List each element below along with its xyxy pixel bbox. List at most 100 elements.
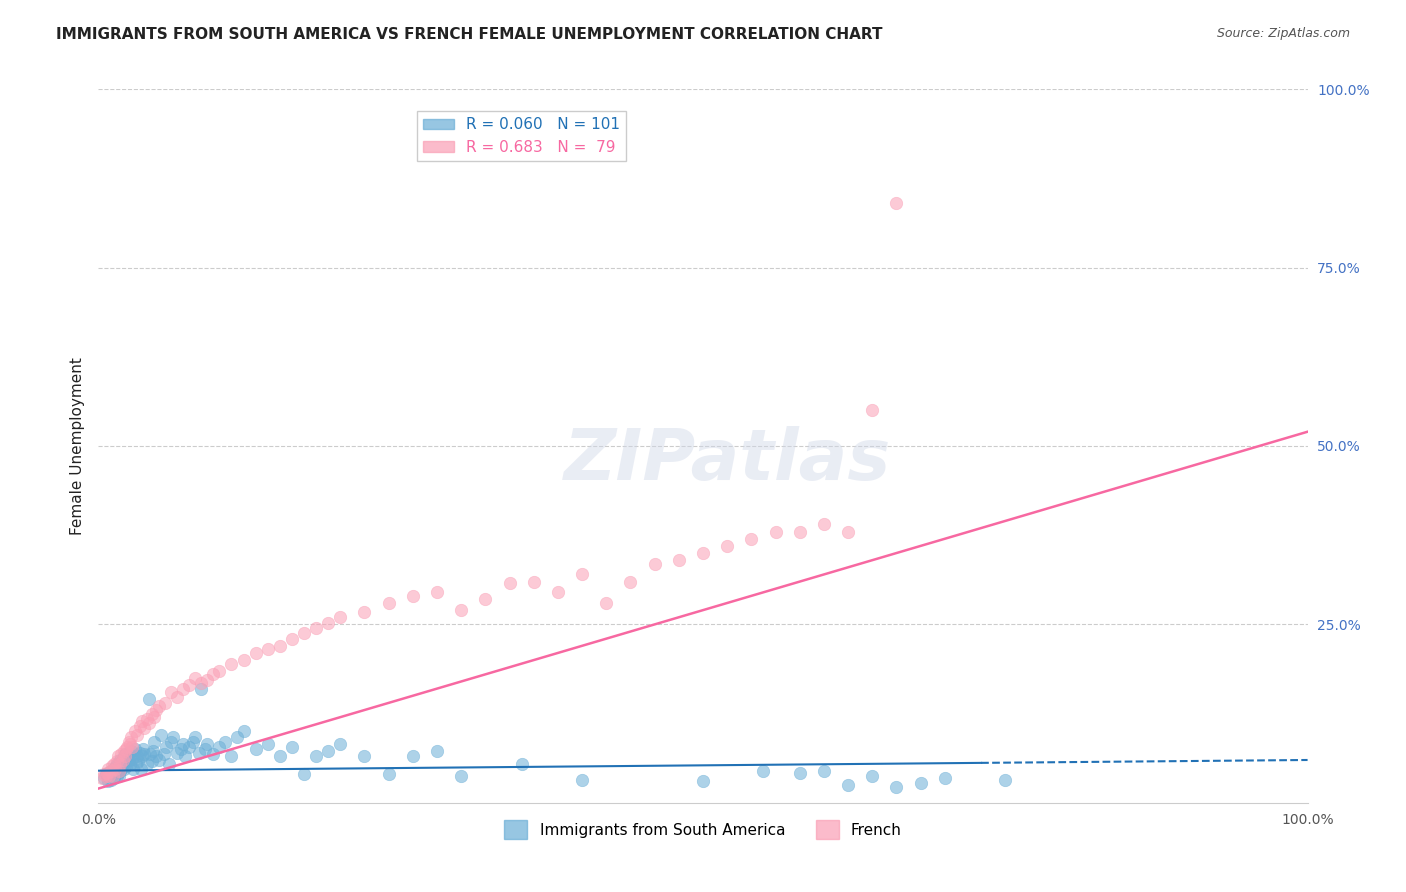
Immigrants from South America (129, 762, 152, 776)
French (108, 756, 131, 771)
Immigrants from South America (111, 751, 134, 765)
French (93, 767, 115, 781)
Immigrants from South America (112, 762, 135, 776)
Immigrants from South America (141, 755, 163, 769)
Immigrants from South America (184, 730, 207, 744)
French (523, 574, 546, 589)
Immigrants from South America (94, 767, 117, 781)
Immigrants from South America (886, 780, 908, 794)
Immigrants from South America (187, 746, 209, 760)
Immigrants from South America (138, 692, 160, 706)
Immigrants from South America (127, 749, 149, 764)
French (813, 517, 835, 532)
French (134, 721, 156, 735)
French (305, 621, 328, 635)
French (97, 762, 120, 776)
French (619, 574, 641, 589)
Immigrants from South America (118, 753, 141, 767)
Immigrants from South America (108, 758, 131, 772)
Immigrants from South America (692, 774, 714, 789)
Immigrants from South America (150, 728, 173, 742)
Immigrants from South America (195, 737, 218, 751)
Immigrants from South America (105, 756, 128, 771)
French (118, 735, 141, 749)
French (765, 524, 787, 539)
French (166, 690, 188, 705)
Immigrants from South America (103, 762, 125, 776)
Immigrants from South America (100, 764, 122, 778)
Immigrants from South America (157, 756, 180, 771)
Immigrants from South America (292, 767, 315, 781)
French (153, 696, 176, 710)
Immigrants from South America (402, 749, 425, 764)
French (143, 710, 166, 724)
Immigrants from South America (208, 740, 231, 755)
Immigrants from South America (131, 749, 153, 764)
Immigrants from South America (329, 737, 352, 751)
Immigrants from South America (122, 762, 145, 776)
French (96, 765, 118, 780)
Immigrants from South America (155, 740, 177, 755)
Immigrants from South America (103, 771, 125, 785)
French (860, 403, 883, 417)
French (292, 626, 315, 640)
Immigrants from South America (110, 762, 132, 776)
French (450, 603, 472, 617)
Immigrants from South America (860, 769, 883, 783)
Immigrants from South America (172, 737, 194, 751)
French (94, 769, 117, 783)
Immigrants from South America (202, 747, 225, 762)
French (114, 749, 136, 764)
Immigrants from South America (245, 742, 267, 756)
Immigrants from South America (169, 742, 191, 756)
Text: Source: ZipAtlas.com: Source: ZipAtlas.com (1216, 27, 1350, 40)
French (118, 737, 141, 751)
Immigrants from South America (143, 735, 166, 749)
French (232, 653, 254, 667)
Immigrants from South America (166, 746, 188, 760)
Immigrants from South America (194, 742, 217, 756)
French (148, 699, 170, 714)
Immigrants from South America (160, 735, 183, 749)
French (789, 524, 811, 539)
French (474, 592, 496, 607)
French (131, 714, 153, 728)
French (103, 756, 125, 771)
Immigrants from South America (127, 755, 149, 769)
Immigrants from South America (789, 765, 811, 780)
French (172, 681, 194, 696)
French (668, 553, 690, 567)
Immigrants from South America (100, 769, 122, 783)
Immigrants from South America (190, 681, 212, 696)
French (498, 576, 520, 591)
French (886, 196, 908, 211)
Immigrants from South America (426, 744, 449, 758)
Immigrants from South America (752, 764, 775, 778)
Immigrants from South America (135, 756, 157, 771)
Immigrants from South America (226, 730, 249, 744)
Immigrants from South America (124, 742, 146, 756)
Y-axis label: Female Unemployment: Female Unemployment (69, 357, 84, 535)
Immigrants from South America (139, 747, 162, 762)
French (107, 749, 129, 764)
Immigrants from South America (934, 771, 956, 785)
French (121, 740, 143, 755)
Immigrants from South America (104, 760, 127, 774)
French (281, 632, 304, 646)
French (837, 524, 859, 539)
French (104, 762, 127, 776)
Immigrants from South America (162, 730, 184, 744)
Immigrants from South America (104, 767, 127, 781)
Immigrants from South America (118, 746, 141, 760)
French (547, 585, 569, 599)
Immigrants from South America (97, 774, 120, 789)
Immigrants from South America (316, 744, 339, 758)
French (221, 657, 243, 671)
French (644, 557, 666, 571)
Immigrants from South America (837, 778, 859, 792)
Immigrants from South America (181, 735, 204, 749)
Immigrants from South America (256, 737, 278, 751)
Immigrants from South America (125, 756, 148, 771)
French (402, 589, 425, 603)
Immigrants from South America (174, 749, 197, 764)
